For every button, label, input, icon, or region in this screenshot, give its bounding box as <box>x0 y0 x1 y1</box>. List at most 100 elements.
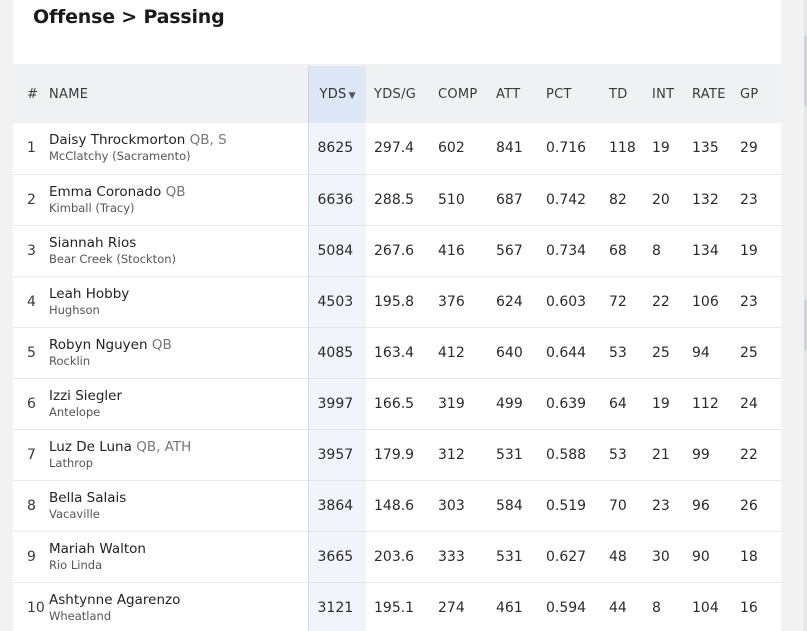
comp-cell: 416 <box>438 242 465 259</box>
comp-cell: 333 <box>438 548 465 565</box>
player-name-line: Bella Salais <box>49 490 308 507</box>
rate-cell: 135 <box>692 140 719 157</box>
att-cell: 499 <box>496 395 523 412</box>
ydsg-cell: 267.6 <box>374 242 415 259</box>
table-row[interactable]: 1 Daisy Throckmorton QB, S McClatchy (Sacr… <box>13 123 781 174</box>
player-cell: Izzi Siegler Antelope <box>49 378 308 429</box>
ydsg-cell: 179.9 <box>374 446 415 463</box>
column-header-pct[interactable]: PCT <box>546 87 572 102</box>
ydsg-cell: 163.4 <box>374 344 415 361</box>
table-row[interactable]: 8 Bella Salais Vacaville 3864 148.6 303 584 0.5… <box>13 480 781 531</box>
table-row[interactable]: 9 Mariah Walton Rio Linda 3665 203.6 333 531 0.… <box>13 531 781 582</box>
rank-cell: 6 <box>27 395 36 412</box>
pct-cell: 0.594 <box>546 599 587 616</box>
ydsg-cell: 166.5 <box>374 395 415 412</box>
pct-cell: 0.627 <box>546 548 587 565</box>
rate-cell: 134 <box>692 242 719 259</box>
player-name-link[interactable]: Luz De Luna <box>49 438 132 455</box>
comp-cell: 312 <box>438 446 465 463</box>
table-row[interactable]: 6 Izzi Siegler Antelope 3997 166.5 319 499 0.63… <box>13 378 781 429</box>
column-header-comp[interactable]: COMP <box>438 87 478 102</box>
player-cell: Emma Coronado QB Kimball (Tracy) <box>49 174 308 225</box>
column-header-yds[interactable]: YDS ▼ <box>307 66 366 123</box>
player-cell: Leah Hobby Hughson <box>49 276 308 327</box>
player-name-link[interactable]: Daisy Throckmorton <box>49 132 186 149</box>
player-name-link[interactable]: Mariah Walton <box>49 540 146 557</box>
gp-cell: 29 <box>740 140 758 157</box>
column-header-rate[interactable]: RATE <box>692 87 726 102</box>
comp-cell: 412 <box>438 344 465 361</box>
pct-cell: 0.716 <box>546 140 587 157</box>
int-cell: 22 <box>652 293 670 310</box>
rate-cell: 112 <box>692 395 719 412</box>
player-name-line: Luz De Luna QB, ATH <box>49 439 308 456</box>
table-header-row: # NAME YDS ▼ YDS/G COMP ATT PCT TD INT RA… <box>13 66 781 123</box>
column-header-td[interactable]: TD <box>609 87 628 102</box>
pct-cell: 0.734 <box>546 242 587 259</box>
player-name-line: Izzi Siegler <box>49 388 308 405</box>
att-cell: 624 <box>496 293 523 310</box>
column-header-int[interactable]: INT <box>652 87 675 102</box>
table-row[interactable]: 7 Luz De Luna QB, ATH Lathrop 3957 179.9 312 5… <box>13 429 781 480</box>
column-header-rank[interactable]: # <box>27 87 39 102</box>
int-cell: 20 <box>652 191 670 208</box>
scrollbar-thumb[interactable] <box>804 36 807 106</box>
table-row[interactable]: 3 Siannah Rios Bear Creek (Stockton) 5084 26… <box>13 225 781 276</box>
player-name-link[interactable]: Izzi Siegler <box>49 387 122 404</box>
gp-cell: 22 <box>740 446 758 463</box>
player-school: Wheatland <box>49 608 112 623</box>
column-header-ydsg[interactable]: YDS/G <box>374 87 417 102</box>
player-school: Hughson <box>49 302 100 317</box>
int-cell: 30 <box>652 548 670 565</box>
gp-cell: 18 <box>740 548 758 565</box>
td-cell: 82 <box>609 191 627 208</box>
player-cell: Daisy Throckmorton QB, S McClatchy (Sacra… <box>49 123 308 174</box>
rank-cell: 1 <box>27 140 36 157</box>
player-name-line: Siannah Rios <box>49 235 308 252</box>
player-name-link[interactable]: Emma Coronado <box>49 183 162 200</box>
rate-cell: 99 <box>692 446 710 463</box>
rank-cell: 10 <box>27 599 45 616</box>
rate-cell: 132 <box>692 191 719 208</box>
int-cell: 21 <box>652 446 670 463</box>
att-cell: 531 <box>496 446 523 463</box>
comp-cell: 510 <box>438 191 465 208</box>
int-cell: 25 <box>652 344 670 361</box>
td-cell: 118 <box>609 140 636 157</box>
rank-cell: 2 <box>27 191 36 208</box>
player-position: QB <box>151 336 172 353</box>
scrollbar-track[interactable] <box>804 0 807 631</box>
player-name-link[interactable]: Bella Salais <box>49 489 127 506</box>
scrollbar-marker <box>804 300 807 350</box>
column-header-att[interactable]: ATT <box>496 87 521 102</box>
comp-cell: 376 <box>438 293 465 310</box>
player-name-link[interactable]: Leah Hobby <box>49 285 130 302</box>
yds-cell: 3121 <box>307 582 366 631</box>
gp-cell: 19 <box>740 242 758 259</box>
int-cell: 8 <box>652 599 661 616</box>
table-row[interactable]: 2 Emma Coronado QB Kimball (Tracy) 6636 288.… <box>13 174 781 225</box>
player-name-line: Emma Coronado QB <box>49 184 308 201</box>
rank-cell: 9 <box>27 548 36 565</box>
player-name-line: Daisy Throckmorton QB, S <box>49 132 308 149</box>
pct-cell: 0.644 <box>546 344 587 361</box>
player-cell: Mariah Walton Rio Linda <box>49 531 308 582</box>
player-name-link[interactable]: Siannah Rios <box>49 234 137 251</box>
table-row[interactable]: 4 Leah Hobby Hughson 4503 195.8 376 624 0.603 72… <box>13 276 781 327</box>
att-cell: 567 <box>496 242 523 259</box>
ydsg-cell: 297.4 <box>374 140 415 157</box>
td-cell: 48 <box>609 548 627 565</box>
passing-stats-table: # NAME YDS ▼ YDS/G COMP ATT PCT TD INT RA… <box>13 66 781 631</box>
yds-cell: 3864 <box>307 480 366 531</box>
table-row[interactable]: 10 Ashtynne Agarenzo Wheatland 3121 195.1 274… <box>13 582 781 631</box>
td-cell: 72 <box>609 293 627 310</box>
int-cell: 8 <box>652 242 661 259</box>
player-name-link[interactable]: Robyn Nguyen <box>49 336 148 353</box>
table-row[interactable]: 5 Robyn Nguyen QB Rocklin 4085 163.4 412 640 0.… <box>13 327 781 378</box>
rank-cell: 5 <box>27 344 36 361</box>
column-header-gp[interactable]: GP <box>740 87 759 102</box>
gp-cell: 26 <box>740 497 758 514</box>
column-header-name[interactable]: NAME <box>49 87 89 102</box>
player-name-link[interactable]: Ashtynne Agarenzo <box>49 591 181 608</box>
pct-cell: 0.588 <box>546 446 587 463</box>
